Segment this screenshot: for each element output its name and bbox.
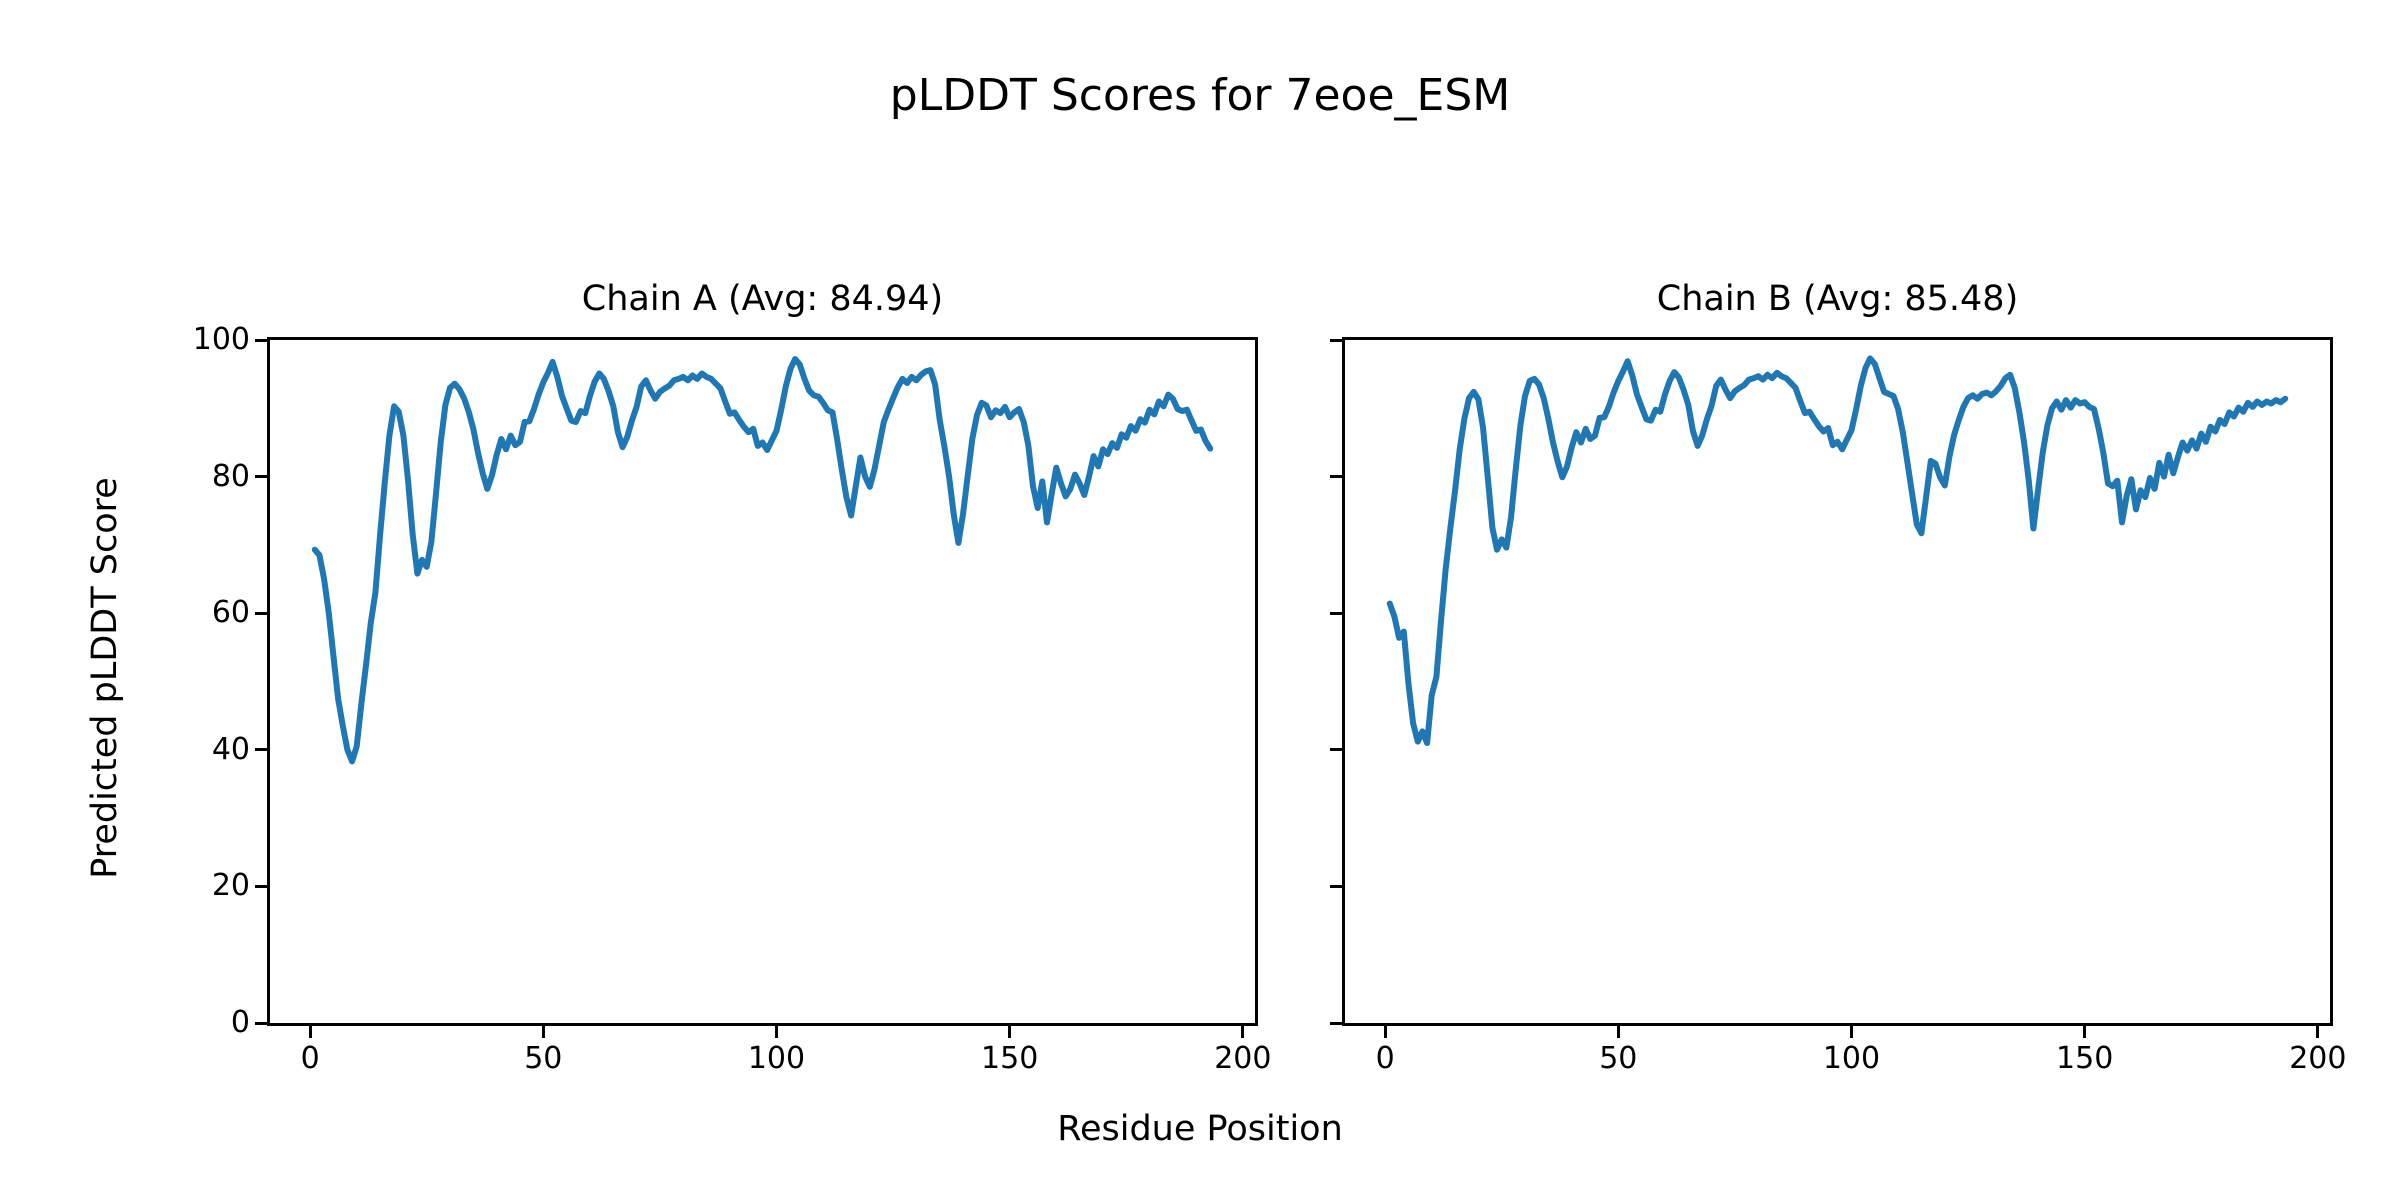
x-tick-mark (1241, 1026, 1245, 1038)
chain-b-subplot: Chain B (Avg: 85.48) 0 50 100 150 200 (1330, 279, 2346, 1076)
x-tick-mark (2316, 1026, 2320, 1038)
y-tick-mark (1330, 1021, 1342, 1025)
y-tick-mark (255, 338, 267, 342)
x-tick-label: 150 (2056, 1041, 2114, 1076)
y-tick-mark (255, 1021, 267, 1025)
x-tick-mark (1383, 1026, 1387, 1038)
y-tick-mark (1330, 475, 1342, 479)
y-tick-mark (1330, 748, 1342, 752)
chain-b-title: Chain B (Avg: 85.48) (1656, 279, 2019, 319)
y-tick-mark (255, 884, 267, 888)
y-tick-label: 100 (192, 322, 250, 357)
x-tick-mark (308, 1026, 312, 1038)
chain-b-plddt-line (1386, 355, 2289, 746)
y-tick-label: 0 (230, 1005, 250, 1040)
x-axis-label: Residue Position (1057, 1109, 1343, 1149)
x-tick-label: 50 (524, 1041, 563, 1076)
chain-b-line-chart (1386, 355, 2289, 746)
chain-a-subplot: Chain A (Avg: 84.94) 0 50 100 150 200 0 20 40 60… (193, 279, 1272, 1076)
y-tick-label: 20 (211, 868, 250, 904)
y-axis-label: Predicted pLDDT Score (85, 477, 125, 879)
chain-a-line-chart (311, 356, 1214, 765)
x-tick-label: 200 (1214, 1041, 1272, 1076)
x-tick-mark (1849, 1026, 1853, 1038)
x-tick-label: 200 (2289, 1041, 2347, 1076)
chain-a-title: Chain A (Avg: 84.94) (581, 279, 944, 319)
x-tick-label: 0 (300, 1041, 320, 1076)
x-tick-label: 50 (1599, 1041, 1638, 1076)
x-tick-mark (1008, 1026, 1012, 1038)
x-tick-label: 0 (1375, 1041, 1395, 1076)
y-tick-mark (1330, 611, 1342, 615)
x-tick-label: 100 (747, 1041, 806, 1076)
y-tick-label: 60 (211, 595, 250, 631)
y-tick-mark (255, 748, 267, 752)
x-tick-mark (2083, 1026, 2087, 1038)
x-tick-mark (774, 1026, 778, 1038)
x-tick-mark (541, 1026, 545, 1038)
x-tick-label: 150 (981, 1041, 1039, 1076)
y-tick-label: 40 (211, 731, 250, 767)
y-tick-mark (1330, 338, 1342, 342)
y-tick-label: 80 (211, 458, 250, 494)
y-tick-mark (255, 475, 267, 479)
x-tick-label: 100 (1822, 1041, 1881, 1076)
x-tick-mark (1616, 1026, 1620, 1038)
chain-a-plddt-line (311, 356, 1214, 765)
y-tick-mark (1330, 884, 1342, 888)
y-tick-mark (255, 611, 267, 615)
figure-title: pLDDT Scores for 7eoe_ESM (889, 70, 1511, 121)
